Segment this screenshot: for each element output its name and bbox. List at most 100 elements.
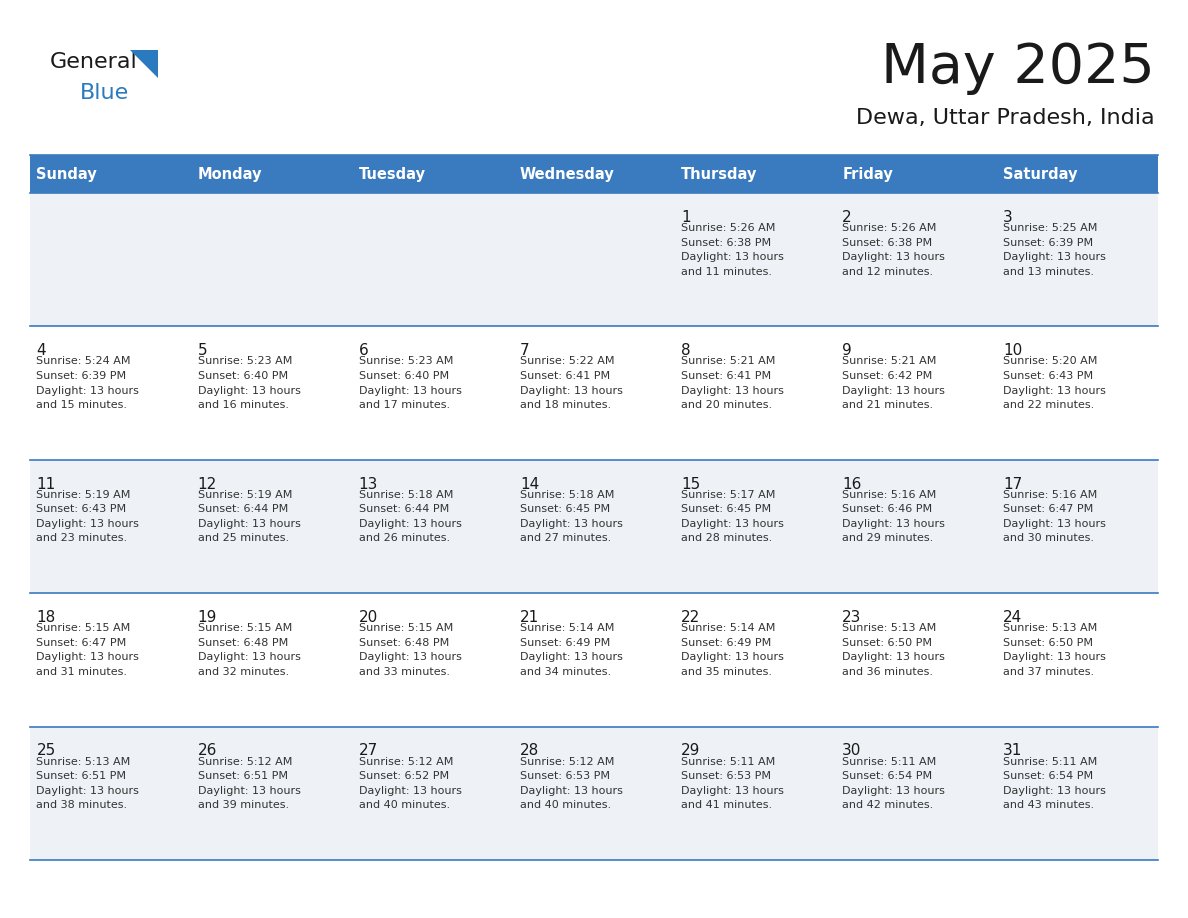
FancyBboxPatch shape — [835, 727, 997, 860]
Text: Daylight: 13 hours: Daylight: 13 hours — [681, 519, 784, 529]
Text: Sunset: 6:40 PM: Sunset: 6:40 PM — [359, 371, 449, 381]
Text: Sunset: 6:41 PM: Sunset: 6:41 PM — [520, 371, 609, 381]
Text: General: General — [50, 52, 138, 72]
Text: Daylight: 13 hours: Daylight: 13 hours — [359, 519, 462, 529]
Text: 30: 30 — [842, 744, 861, 758]
Text: Sunrise: 5:23 AM: Sunrise: 5:23 AM — [359, 356, 453, 366]
Text: Sunrise: 5:15 AM: Sunrise: 5:15 AM — [359, 623, 453, 633]
Text: Daylight: 13 hours: Daylight: 13 hours — [197, 519, 301, 529]
Text: Sunrise: 5:21 AM: Sunrise: 5:21 AM — [681, 356, 776, 366]
FancyBboxPatch shape — [997, 593, 1158, 727]
Text: Sunset: 6:51 PM: Sunset: 6:51 PM — [197, 771, 287, 781]
FancyBboxPatch shape — [353, 193, 513, 327]
FancyBboxPatch shape — [513, 593, 675, 727]
Text: 2: 2 — [842, 210, 852, 225]
Text: Sunrise: 5:11 AM: Sunrise: 5:11 AM — [681, 756, 776, 767]
FancyBboxPatch shape — [675, 193, 835, 327]
Text: Sunrise: 5:11 AM: Sunrise: 5:11 AM — [1004, 756, 1098, 767]
FancyBboxPatch shape — [191, 155, 353, 193]
Text: Sunset: 6:38 PM: Sunset: 6:38 PM — [842, 238, 933, 248]
Text: Daylight: 13 hours: Daylight: 13 hours — [842, 519, 944, 529]
Text: and 29 minutes.: and 29 minutes. — [842, 533, 934, 543]
Text: Daylight: 13 hours: Daylight: 13 hours — [359, 786, 462, 796]
FancyBboxPatch shape — [997, 727, 1158, 860]
Text: 17: 17 — [1004, 476, 1023, 492]
Text: Daylight: 13 hours: Daylight: 13 hours — [37, 786, 139, 796]
Text: Sunset: 6:38 PM: Sunset: 6:38 PM — [681, 238, 771, 248]
Text: 19: 19 — [197, 610, 217, 625]
Text: and 36 minutes.: and 36 minutes. — [842, 666, 933, 677]
Text: Daylight: 13 hours: Daylight: 13 hours — [1004, 653, 1106, 662]
Text: Sunset: 6:47 PM: Sunset: 6:47 PM — [1004, 504, 1093, 514]
Text: and 35 minutes.: and 35 minutes. — [681, 666, 772, 677]
Text: Sunrise: 5:19 AM: Sunrise: 5:19 AM — [197, 490, 292, 500]
Text: and 23 minutes.: and 23 minutes. — [37, 533, 127, 543]
Text: Sunrise: 5:13 AM: Sunrise: 5:13 AM — [842, 623, 936, 633]
Text: Daylight: 13 hours: Daylight: 13 hours — [197, 653, 301, 662]
FancyBboxPatch shape — [191, 193, 353, 327]
Text: and 38 minutes.: and 38 minutes. — [37, 800, 127, 811]
FancyBboxPatch shape — [30, 593, 191, 727]
Text: and 32 minutes.: and 32 minutes. — [197, 666, 289, 677]
Text: 21: 21 — [520, 610, 539, 625]
FancyBboxPatch shape — [191, 727, 353, 860]
Text: Blue: Blue — [80, 83, 129, 103]
Text: Sunset: 6:45 PM: Sunset: 6:45 PM — [520, 504, 609, 514]
Text: Sunrise: 5:15 AM: Sunrise: 5:15 AM — [37, 623, 131, 633]
Text: Sunrise: 5:14 AM: Sunrise: 5:14 AM — [520, 623, 614, 633]
FancyBboxPatch shape — [835, 193, 997, 327]
Text: 11: 11 — [37, 476, 56, 492]
Text: and 30 minutes.: and 30 minutes. — [1004, 533, 1094, 543]
Text: Sunrise: 5:17 AM: Sunrise: 5:17 AM — [681, 490, 776, 500]
FancyBboxPatch shape — [30, 327, 191, 460]
Text: Sunset: 6:44 PM: Sunset: 6:44 PM — [359, 504, 449, 514]
Text: Wednesday: Wednesday — [520, 166, 614, 182]
Text: Daylight: 13 hours: Daylight: 13 hours — [197, 386, 301, 396]
Text: Sunset: 6:39 PM: Sunset: 6:39 PM — [1004, 238, 1093, 248]
Text: Sunrise: 5:15 AM: Sunrise: 5:15 AM — [197, 623, 292, 633]
Text: and 15 minutes.: and 15 minutes. — [37, 400, 127, 410]
Text: 18: 18 — [37, 610, 56, 625]
Text: Sunset: 6:50 PM: Sunset: 6:50 PM — [1004, 638, 1093, 648]
Text: Daylight: 13 hours: Daylight: 13 hours — [1004, 386, 1106, 396]
Text: Saturday: Saturday — [1004, 166, 1078, 182]
FancyBboxPatch shape — [353, 593, 513, 727]
Text: Sunset: 6:46 PM: Sunset: 6:46 PM — [842, 504, 933, 514]
Text: Friday: Friday — [842, 166, 893, 182]
Text: Daylight: 13 hours: Daylight: 13 hours — [842, 252, 944, 263]
Text: 13: 13 — [359, 476, 378, 492]
Text: Sunrise: 5:16 AM: Sunrise: 5:16 AM — [842, 490, 936, 500]
Text: Daylight: 13 hours: Daylight: 13 hours — [520, 386, 623, 396]
Text: Daylight: 13 hours: Daylight: 13 hours — [842, 653, 944, 662]
Text: 23: 23 — [842, 610, 861, 625]
Text: 7: 7 — [520, 343, 530, 358]
Text: and 18 minutes.: and 18 minutes. — [520, 400, 611, 410]
Text: Sunrise: 5:18 AM: Sunrise: 5:18 AM — [520, 490, 614, 500]
FancyBboxPatch shape — [675, 460, 835, 593]
Text: Sunrise: 5:12 AM: Sunrise: 5:12 AM — [359, 756, 453, 767]
Text: and 26 minutes.: and 26 minutes. — [359, 533, 450, 543]
Text: Sunrise: 5:11 AM: Sunrise: 5:11 AM — [842, 756, 936, 767]
Text: and 42 minutes.: and 42 minutes. — [842, 800, 934, 811]
Text: Sunrise: 5:19 AM: Sunrise: 5:19 AM — [37, 490, 131, 500]
Text: Sunset: 6:44 PM: Sunset: 6:44 PM — [197, 504, 287, 514]
FancyBboxPatch shape — [997, 327, 1158, 460]
Text: and 21 minutes.: and 21 minutes. — [842, 400, 934, 410]
Text: Sunrise: 5:13 AM: Sunrise: 5:13 AM — [37, 756, 131, 767]
Text: Sunrise: 5:12 AM: Sunrise: 5:12 AM — [520, 756, 614, 767]
Text: Daylight: 13 hours: Daylight: 13 hours — [1004, 786, 1106, 796]
Text: Daylight: 13 hours: Daylight: 13 hours — [520, 519, 623, 529]
Text: Sunrise: 5:16 AM: Sunrise: 5:16 AM — [1004, 490, 1098, 500]
Text: Sunset: 6:45 PM: Sunset: 6:45 PM — [681, 504, 771, 514]
Text: Sunset: 6:49 PM: Sunset: 6:49 PM — [681, 638, 771, 648]
Text: 9: 9 — [842, 343, 852, 358]
FancyBboxPatch shape — [353, 327, 513, 460]
Text: Daylight: 13 hours: Daylight: 13 hours — [681, 786, 784, 796]
Text: Sunrise: 5:20 AM: Sunrise: 5:20 AM — [1004, 356, 1098, 366]
Text: Sunset: 6:48 PM: Sunset: 6:48 PM — [197, 638, 287, 648]
Text: Sunrise: 5:22 AM: Sunrise: 5:22 AM — [520, 356, 614, 366]
FancyBboxPatch shape — [997, 193, 1158, 327]
Text: Daylight: 13 hours: Daylight: 13 hours — [681, 386, 784, 396]
Text: 20: 20 — [359, 610, 378, 625]
Text: 29: 29 — [681, 744, 701, 758]
